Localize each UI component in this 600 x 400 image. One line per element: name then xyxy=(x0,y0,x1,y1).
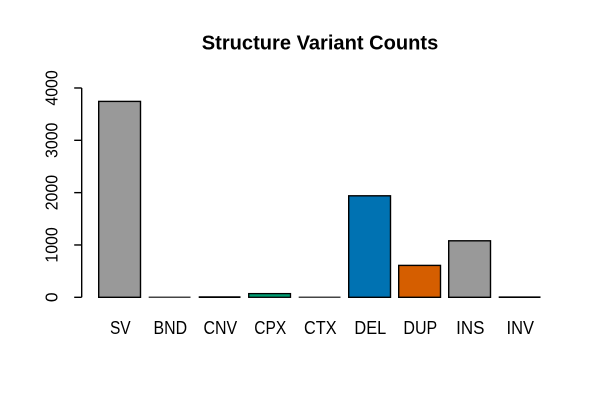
svg-text:CNV: CNV xyxy=(203,318,237,338)
svg-text:3000: 3000 xyxy=(42,122,62,158)
svg-text:CPX: CPX xyxy=(254,318,286,338)
svg-text:0: 0 xyxy=(42,292,62,302)
svg-text:BND: BND xyxy=(154,318,188,338)
svg-text:Structure Variant Counts: Structure Variant Counts xyxy=(202,33,439,55)
svg-text:INS: INS xyxy=(456,318,484,338)
svg-text:DEL: DEL xyxy=(354,318,386,338)
svg-text:SV: SV xyxy=(110,318,131,338)
svg-text:DUP: DUP xyxy=(403,318,437,338)
svg-text:2000: 2000 xyxy=(42,175,62,211)
svg-text:4000: 4000 xyxy=(42,70,62,106)
svg-text:CTX: CTX xyxy=(304,318,337,338)
svg-text:INV: INV xyxy=(507,318,535,338)
svg-text:1000: 1000 xyxy=(42,227,62,263)
